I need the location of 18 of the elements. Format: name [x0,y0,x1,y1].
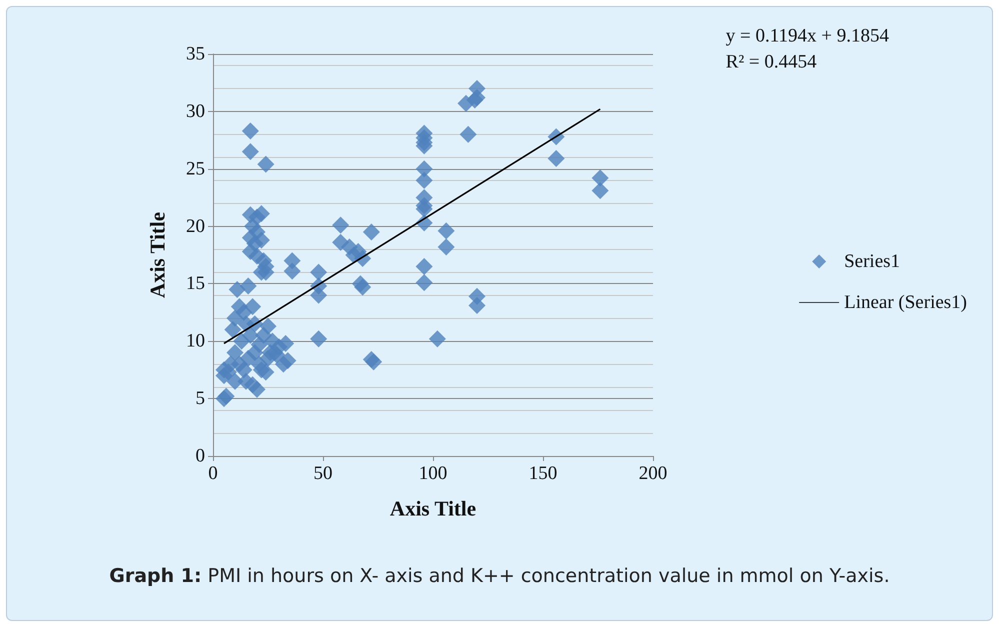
y-tick-label: 25 [186,158,205,180]
y-tick-label: 20 [186,216,205,237]
text: y = 0.1194x + 9.1854 R² = 0.4454 [726,26,890,72]
x-tick-label: 50 [314,463,332,484]
y-tick-label: 10 [186,330,205,352]
y-tick-label: 5 [196,388,205,410]
x-tick-label: 200 [638,463,668,484]
y-tick-label: 35 [186,44,205,64]
legend-label: Series1 [844,251,900,272]
y-tick-label: 15 [186,273,205,294]
x-axis-title: Axis Title [390,496,476,520]
caption: Graph 1: PMI in hours on X- axis and K++ concentration value in mmol on Y-axis. [108,565,891,587]
y-tick-label: 30 [186,100,205,122]
x-tick-label: 150 [528,463,558,484]
legend-label: Linear (Series1) [844,292,968,313]
y-tick-label: 0 [196,446,205,466]
x-tick-label: 100 [418,463,448,484]
y-axis-title: Axis Title [146,212,170,298]
